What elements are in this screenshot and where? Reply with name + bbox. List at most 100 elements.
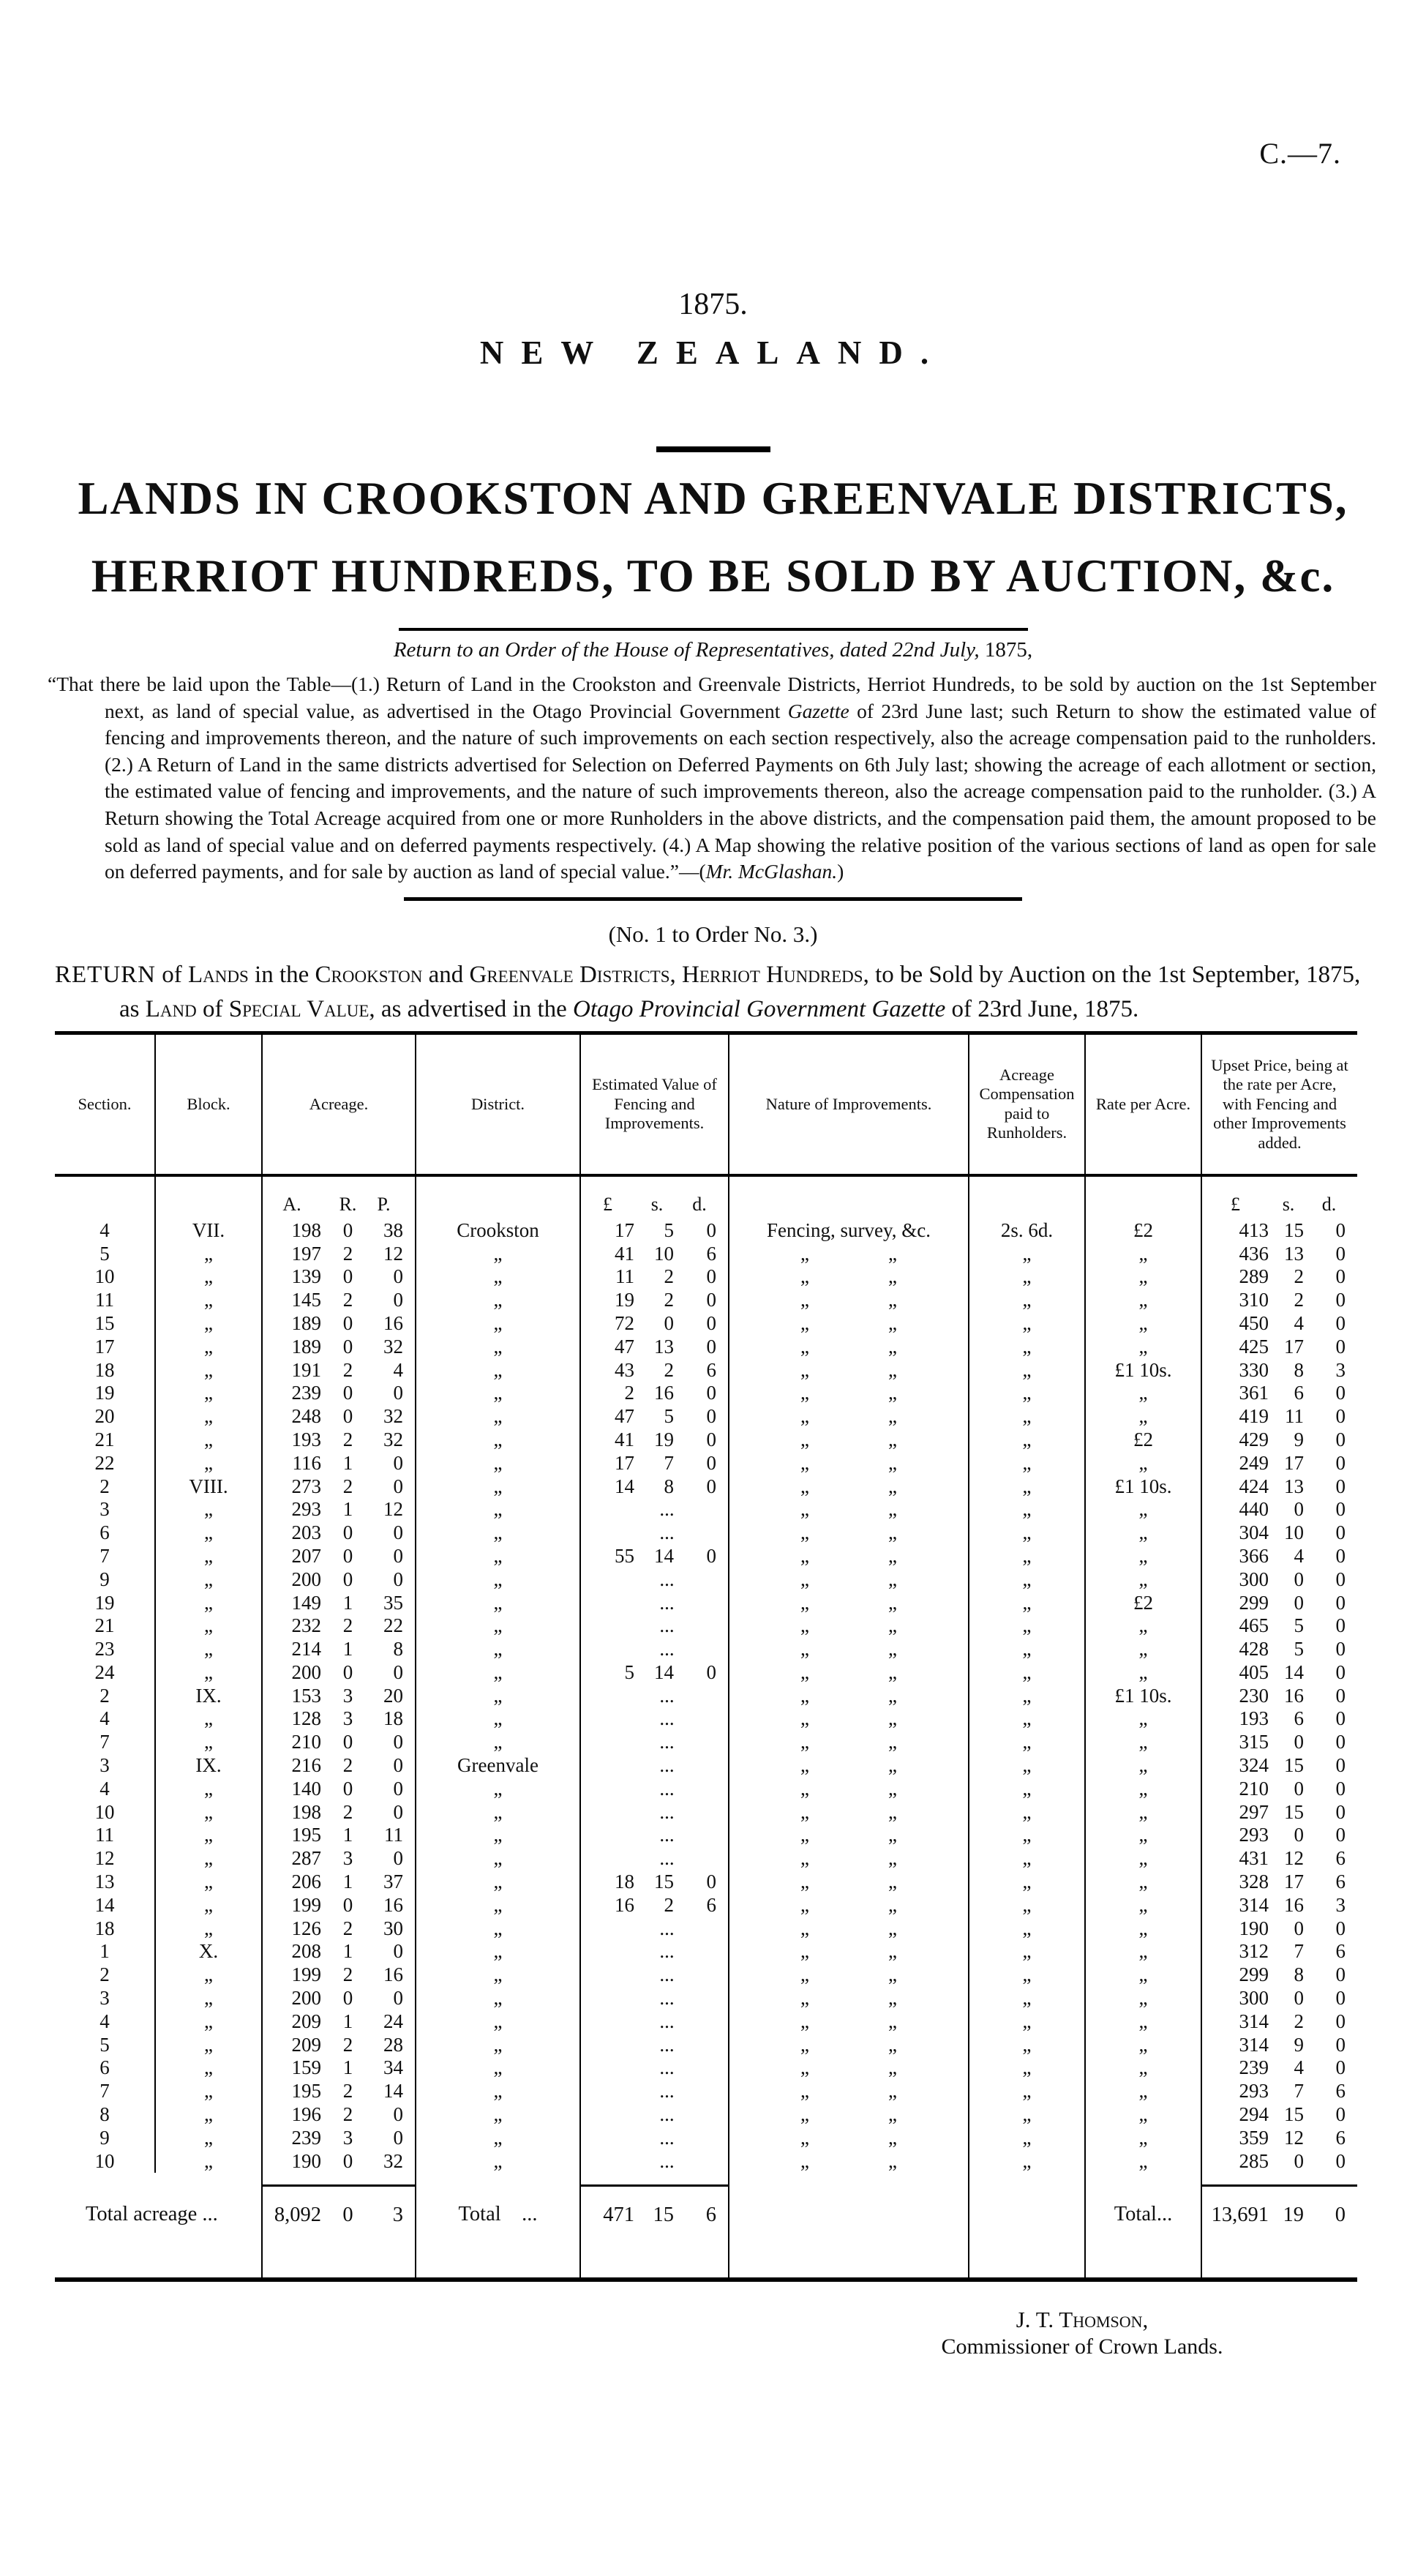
- cell: 2: [664, 1358, 675, 1381]
- cell: „: [969, 2126, 1086, 2150]
- order-line: Return to an Order of the House of Repre…: [0, 638, 1426, 662]
- cell: „: [969, 2149, 1086, 2174]
- table-foot: Total acreage ... 8,092 0 3 Total ... 47…: [55, 2173, 1358, 2280]
- est-value-cell: ...: [580, 2010, 729, 2034]
- rh-crookston: Crookston: [315, 961, 423, 988]
- est-value-cell: ...: [580, 1707, 729, 1731]
- divider-rule-order: [398, 628, 1028, 631]
- cell: 32: [364, 1335, 416, 1359]
- cell: 424: [1239, 1475, 1269, 1497]
- cell: 297: [1239, 1800, 1269, 1823]
- cell: 13: [55, 1871, 156, 1894]
- cell: 0: [1335, 2010, 1346, 2032]
- cell: „ „: [729, 1871, 969, 1894]
- est-value-cell: ...: [580, 1614, 729, 1639]
- cell: 4: [55, 1218, 156, 1243]
- table-row: 20 „ 248 0 32 „ 47 5 0 „ „ „ „ 419 11 0: [55, 1405, 1357, 1429]
- cell: 126: [291, 1917, 322, 1939]
- cell: 17: [55, 1335, 156, 1359]
- cell: 10: [55, 1800, 156, 1824]
- cell: 3: [342, 2126, 353, 2149]
- cell: „: [1085, 1963, 1202, 1988]
- cell: 0: [683, 1475, 729, 1499]
- cell: „: [969, 1638, 1086, 1661]
- cell: X.: [155, 1940, 263, 1964]
- cell: „: [155, 1638, 263, 1661]
- est-value-cell: ...: [580, 1940, 729, 1964]
- total-acreage-p: 3: [364, 2184, 416, 2280]
- cell: 294: [1239, 2103, 1269, 2126]
- cell: 190: [291, 2149, 322, 2172]
- cell: 28: [364, 2033, 416, 2057]
- est-value-cell: ...: [580, 1800, 729, 1824]
- cell: 0: [1335, 1521, 1346, 1544]
- cell: „: [416, 1940, 581, 1964]
- cell: „: [416, 2056, 581, 2081]
- cell: 18: [55, 1917, 156, 1941]
- return-table: Section. Block. Acreage. District. Estim…: [55, 1030, 1358, 2283]
- cell: „ „: [729, 1428, 969, 1452]
- cell: „: [416, 1614, 581, 1639]
- est-value-cell: ...: [580, 1963, 729, 1988]
- cell: „: [416, 1871, 581, 1894]
- cell: 16: [1284, 1684, 1304, 1707]
- cell: 72: [615, 1311, 634, 1334]
- cell: 16: [615, 1893, 634, 1916]
- col-header-upset-price: Upset Price, being at the rate per Acre,…: [1201, 1033, 1358, 1177]
- cell: „: [416, 1498, 581, 1522]
- return-heading: Return of Lands in the Crookston and Gre…: [55, 958, 1375, 1027]
- cell: 0: [1294, 1498, 1305, 1521]
- cell: [1085, 1175, 1202, 1219]
- cell: 14: [654, 1660, 674, 1683]
- cell: „: [155, 1847, 263, 1871]
- cell: 24: [364, 2010, 416, 2034]
- cell: 200: [291, 1660, 322, 1683]
- cell: 4: [1294, 1311, 1305, 1334]
- cell: 0: [364, 1568, 416, 1592]
- cell: 2: [342, 1800, 353, 1823]
- signature-name: J. T. Thomson,: [1016, 2307, 1149, 2333]
- cell: IX.: [155, 1684, 263, 1708]
- cell: „: [1085, 1731, 1202, 1755]
- table-row: 13 „ 206 1 37 „ 18 15 0 „ „ „ „ 328 17 6: [55, 1871, 1357, 1894]
- rh-t14: as advertised in the: [375, 995, 574, 1022]
- cell: 15: [55, 1311, 156, 1336]
- cell: „: [1085, 1893, 1202, 1917]
- cell: 0: [364, 1777, 416, 1801]
- unit-s: s.: [1282, 1193, 1295, 1215]
- cell: „: [1085, 1265, 1202, 1289]
- cell: 5: [55, 1242, 156, 1266]
- cell: 200: [291, 1568, 322, 1590]
- cell: „: [1085, 2056, 1202, 2081]
- cell: 7: [55, 1544, 156, 1568]
- cell: 2: [664, 1289, 675, 1311]
- cell: 2: [342, 1475, 353, 1497]
- table-row: 12 „ 287 3 0 „... „ „ „ „ 431 12 6: [55, 1847, 1357, 1871]
- table-row: 17 „ 189 0 32 „ 47 13 0 „ „ „ „ 425 17 0: [55, 1335, 1357, 1359]
- cell: „: [969, 1544, 1086, 1568]
- cell: 0: [664, 1311, 675, 1334]
- cell: „: [155, 1731, 263, 1755]
- cell: „: [1085, 1777, 1202, 1801]
- cell: „: [1085, 1660, 1202, 1685]
- cell: 2: [342, 1428, 353, 1450]
- cell: 0: [342, 1405, 353, 1428]
- cell: 16: [364, 1311, 416, 1336]
- cell: 9: [1294, 2033, 1305, 2056]
- rh-t8: [676, 962, 682, 988]
- cell: 314: [1239, 1893, 1269, 1916]
- cell: „: [969, 1428, 1086, 1452]
- cell: „: [969, 2103, 1086, 2127]
- cell: „ „: [729, 1940, 969, 1964]
- cell: 0: [683, 1382, 729, 1406]
- cell: 314: [1239, 2033, 1269, 2056]
- cell: „: [155, 2126, 263, 2150]
- cell: 0: [1335, 2149, 1346, 2172]
- cell: „: [416, 1311, 581, 1336]
- table-row: 10 „ 190 0 32 „... „ „ „ „ 285 0 0: [55, 2149, 1357, 2174]
- cell: 19: [654, 1428, 674, 1450]
- cell: „ „: [729, 2103, 969, 2127]
- cell: 22: [55, 1451, 156, 1475]
- cell: „ „: [729, 1893, 969, 1917]
